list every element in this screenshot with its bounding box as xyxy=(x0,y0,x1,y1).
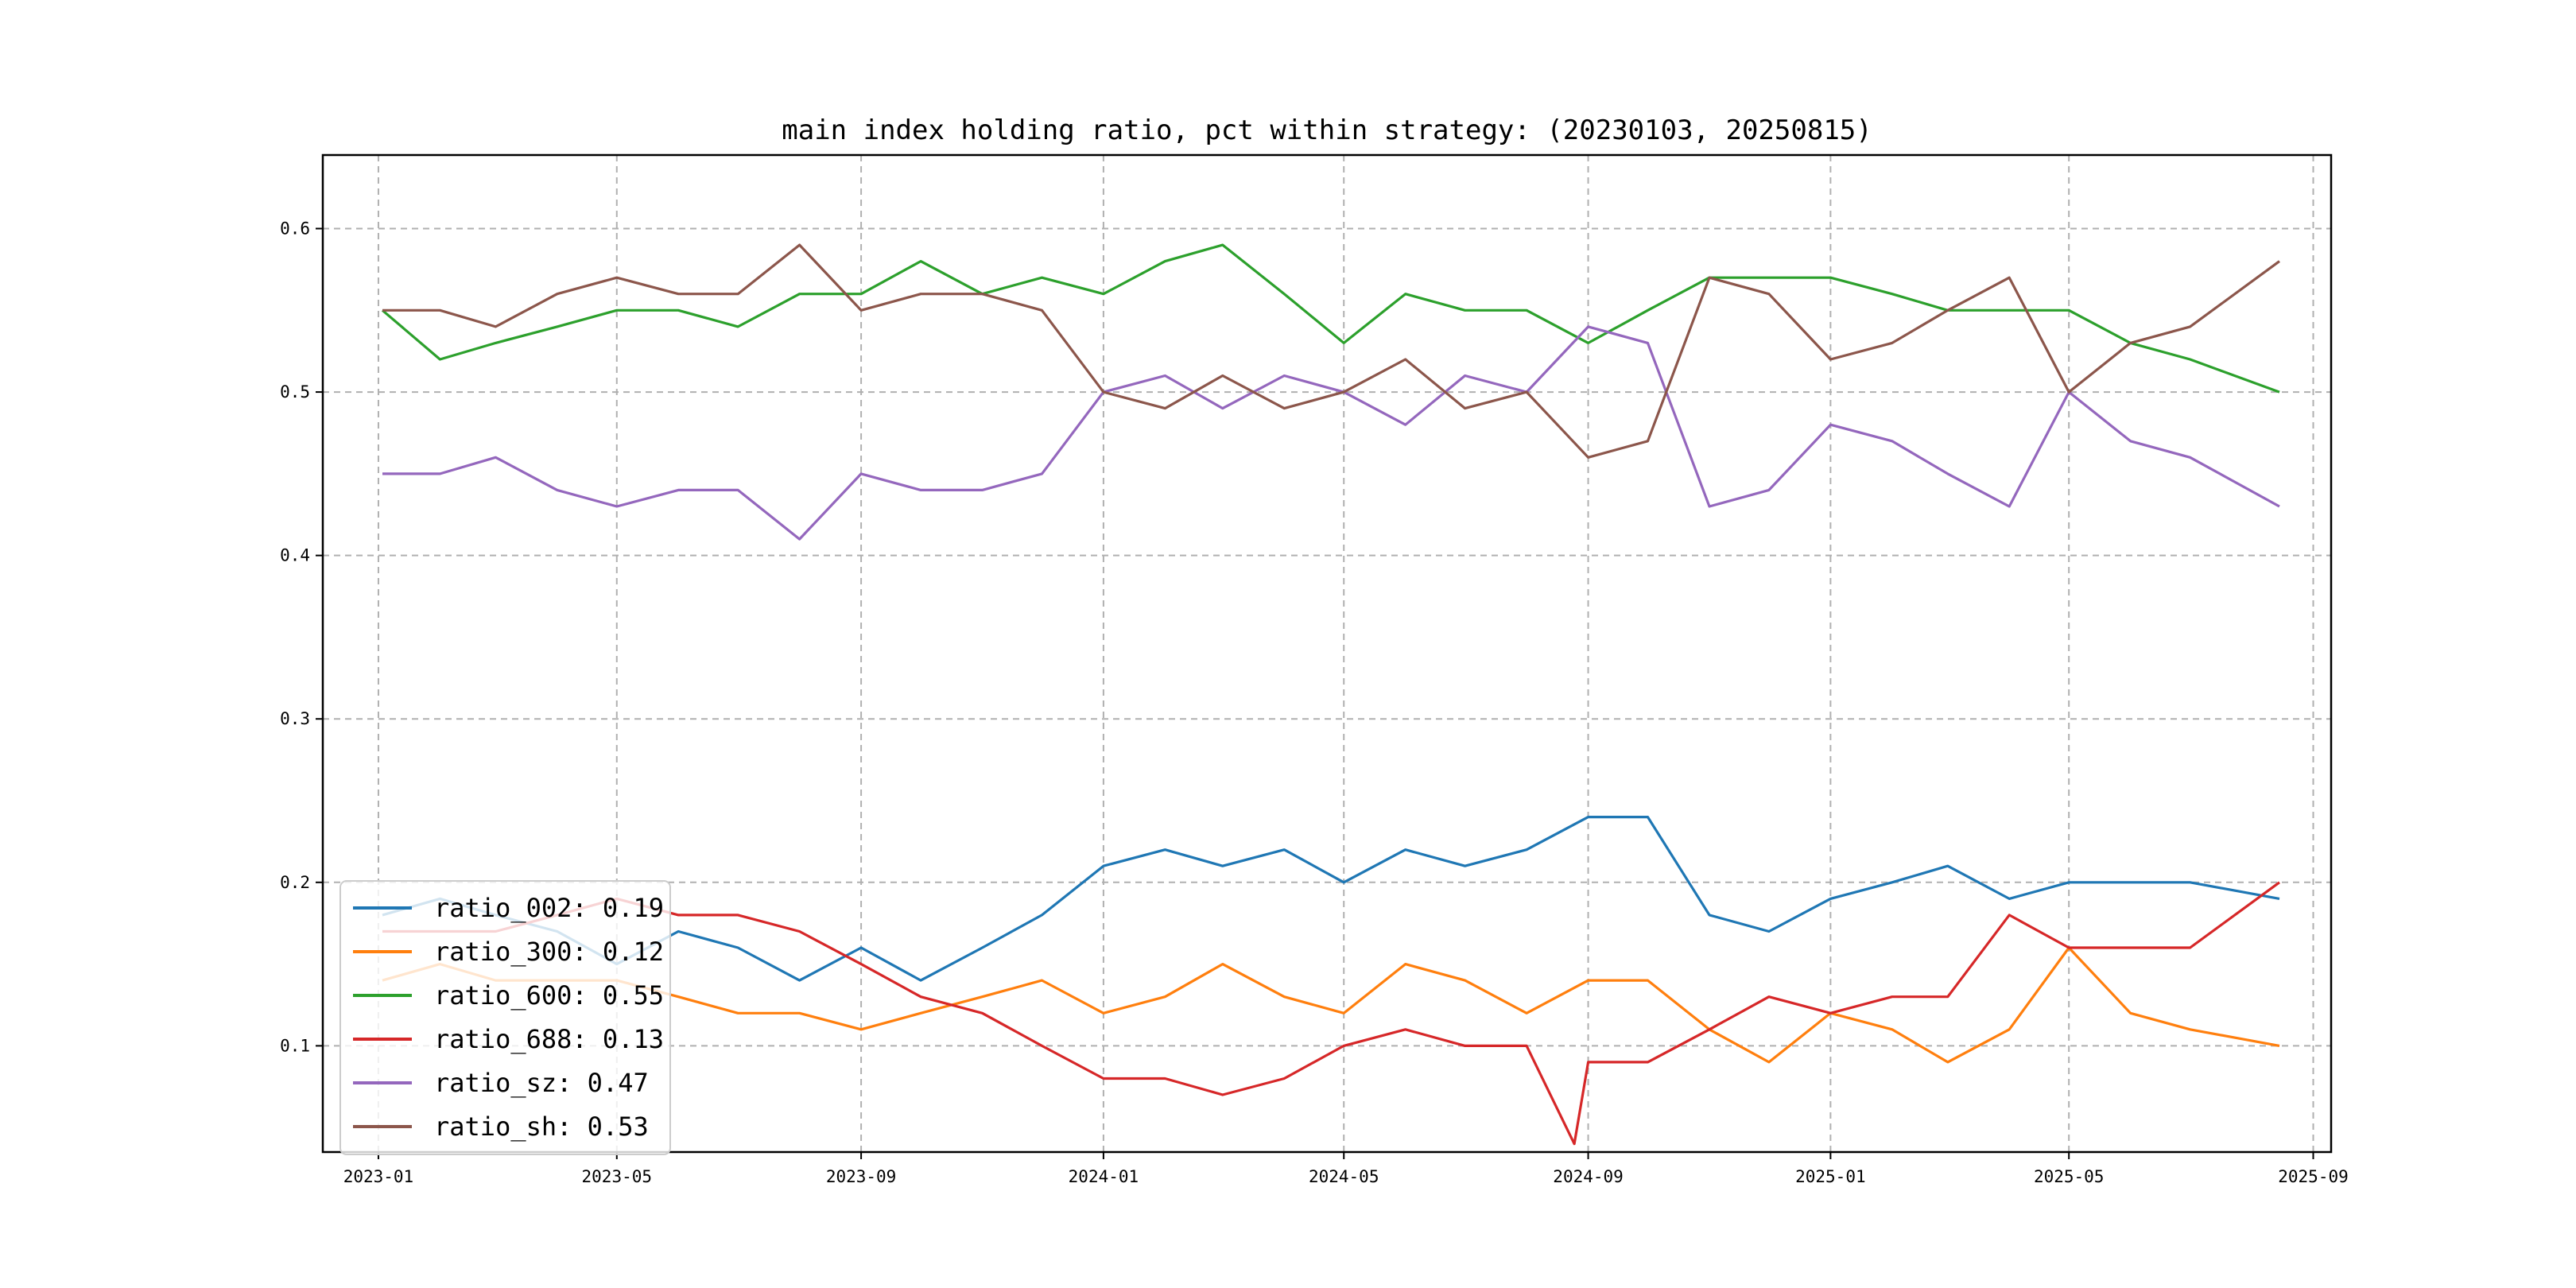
y-tick-label: 0.3 xyxy=(280,709,310,728)
x-tick-label: 2024-09 xyxy=(1553,1167,1624,1186)
legend: ratio_002: 0.19 ratio_300: 0.12 ratio_600:… xyxy=(339,880,671,1155)
x-tick-label: 2023-09 xyxy=(826,1167,897,1186)
y-tick-label: 0.4 xyxy=(280,546,310,565)
y-tick-label: 0.1 xyxy=(280,1036,310,1055)
legend-label: ratio_002: 0.19 xyxy=(434,893,664,923)
legend-label: ratio_sh: 0.53 xyxy=(434,1111,649,1142)
legend-label: ratio_300: 0.12 xyxy=(434,937,664,967)
y-tick-label: 0.6 xyxy=(280,219,310,239)
chart-title: main index holding ratio, pct within str… xyxy=(782,114,1872,146)
legend-label: ratio_600: 0.55 xyxy=(434,980,664,1011)
x-tick-label: 2023-05 xyxy=(582,1167,653,1186)
plot-frame xyxy=(321,153,2333,1154)
series-line-ratio-002 xyxy=(382,816,2280,982)
series-line-ratio-sz xyxy=(382,325,2280,541)
legend-box xyxy=(339,880,671,1155)
series-line-ratio-600 xyxy=(381,243,2280,394)
legend-label: ratio_sz: 0.47 xyxy=(434,1068,649,1098)
x-tick-label: 2025-09 xyxy=(2278,1167,2349,1186)
axis-ticks: 2023-01 2023-05 2023-09 2024-01 2024-05 2024-… xyxy=(280,219,2349,1186)
series-line-ratio-sh xyxy=(382,243,2280,459)
series-lines xyxy=(381,243,2280,1146)
series-line-ratio-688 xyxy=(382,881,2280,1146)
x-tick-label: 2025-01 xyxy=(1795,1167,1866,1186)
legend-label: ratio_688: 0.13 xyxy=(434,1024,664,1054)
y-tick-label: 0.2 xyxy=(280,873,310,892)
series-line-ratio-300 xyxy=(382,946,2280,1064)
x-tick-label: 2024-01 xyxy=(1069,1167,1139,1186)
x-tick-label: 2024-05 xyxy=(1309,1167,1379,1186)
y-tick-label: 0.5 xyxy=(280,382,310,402)
x-tick-label: 2023-01 xyxy=(343,1167,414,1186)
x-tick-label: 2025-05 xyxy=(2034,1167,2105,1186)
